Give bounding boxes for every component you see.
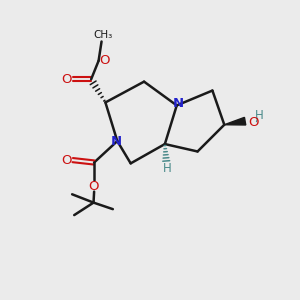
Text: N: N: [110, 135, 122, 148]
Text: O: O: [99, 54, 110, 67]
Text: O: O: [61, 154, 72, 166]
Text: CH₃: CH₃: [93, 30, 113, 40]
Text: O: O: [61, 73, 72, 86]
Text: H: H: [163, 162, 172, 175]
Text: O: O: [248, 116, 259, 129]
Text: H: H: [255, 109, 264, 122]
Polygon shape: [224, 117, 246, 125]
Text: O: O: [88, 180, 99, 194]
Text: N: N: [173, 98, 184, 110]
